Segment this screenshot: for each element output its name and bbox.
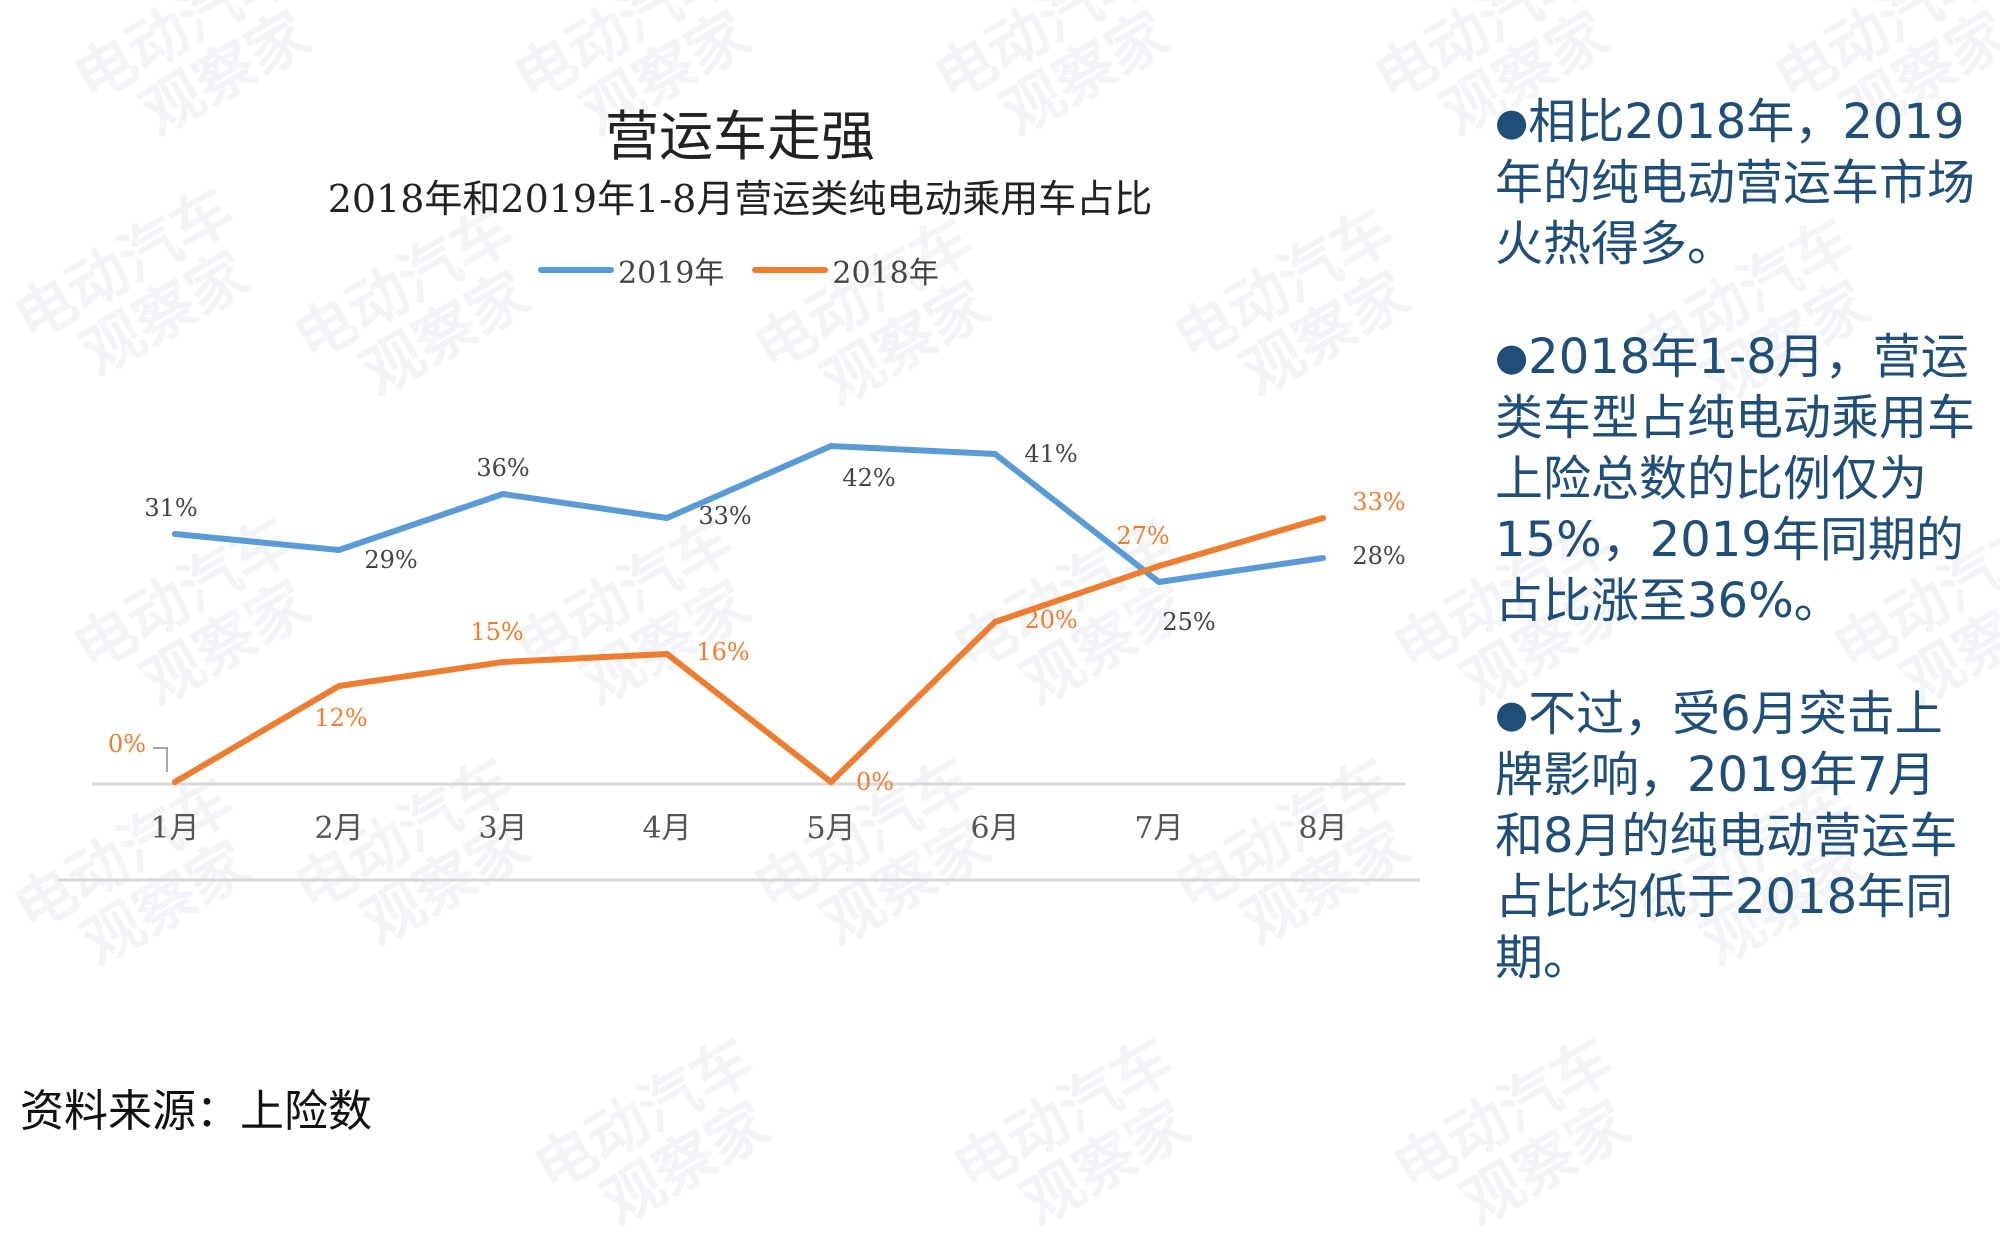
data-label: 28% xyxy=(1352,542,1405,570)
series-line-2018年 xyxy=(172,515,1326,785)
data-label: 0% xyxy=(108,730,146,758)
data-label: 36% xyxy=(476,454,529,482)
x-tick-label: 1月 xyxy=(150,811,199,846)
data-point xyxy=(500,491,506,497)
note-2: ●2018年1-8月，营运类车型占纯电动乘用车上险总数的比例仅为15%，2019… xyxy=(1495,327,1975,632)
data-label: 31% xyxy=(144,494,197,522)
data-label: 33% xyxy=(1352,488,1405,516)
legend-item-2018: 2018年 xyxy=(752,248,939,292)
data-label: 15% xyxy=(470,618,523,646)
data-point xyxy=(500,659,506,665)
data-point xyxy=(172,531,178,537)
data-label: 25% xyxy=(1162,608,1215,636)
legend-label-2018: 2018年 xyxy=(832,256,939,291)
legend-swatch-2018 xyxy=(752,267,829,273)
source-note: 资料来源：上险数 xyxy=(20,1086,372,1137)
chart-legend: 2019年 2018年 xyxy=(538,248,967,292)
legend-swatch-2019 xyxy=(538,267,614,273)
legend-label-2019: 2019年 xyxy=(618,256,725,291)
x-tick-label: 3月 xyxy=(478,811,527,846)
data-point xyxy=(1320,555,1326,561)
data-point xyxy=(828,443,834,449)
commentary-panel: ●相比2018年，2019年的纯电动营运车市场火热得多。 ●2018年1-8月，… xyxy=(1495,92,1975,1041)
data-label: 27% xyxy=(1116,522,1169,550)
legend-item-2019: 2019年 xyxy=(538,248,724,292)
x-tick-label: 6月 xyxy=(970,811,1019,846)
label-leader-line xyxy=(153,747,168,772)
x-tick-label: 2月 xyxy=(314,811,363,846)
note-3: ●不过，受6月突击上牌影响，2019年7月和8月的纯电动营运车占比均低于2018… xyxy=(1495,684,1975,989)
bullet-2: ● xyxy=(1495,335,1529,379)
note-3-text: 不过，受6月突击上牌影响，2019年7月和8月的纯电动营运车占比均低于2018年… xyxy=(1495,686,1958,986)
note-1-text: 相比2018年，2019年的纯电动营运车市场火热得多。 xyxy=(1495,94,1976,272)
data-label: 12% xyxy=(314,704,367,732)
bullet-1: ● xyxy=(1495,100,1529,144)
chart-title: 营运车走强 xyxy=(605,105,875,168)
data-label: 41% xyxy=(1024,440,1077,468)
bullet-3: ● xyxy=(1495,692,1529,736)
data-point xyxy=(1156,579,1162,585)
data-label: 42% xyxy=(842,464,895,492)
note-1: ●相比2018年，2019年的纯电动营运车市场火热得多。 xyxy=(1495,92,1975,275)
data-point xyxy=(664,515,670,521)
data-label: 29% xyxy=(364,546,417,574)
x-tick-label: 5月 xyxy=(806,811,855,846)
data-point xyxy=(1320,515,1326,521)
data-label: 16% xyxy=(696,638,749,666)
data-point xyxy=(1156,563,1162,569)
x-tick-label: 7月 xyxy=(1134,811,1183,846)
data-point xyxy=(336,683,342,689)
data-point xyxy=(828,779,834,785)
series-line-2019年 xyxy=(172,443,1326,585)
data-point xyxy=(992,619,998,625)
data-point xyxy=(664,651,670,657)
note-2-text: 2018年1-8月，营运类车型占纯电动乘用车上险总数的比例仅为15%，2019年… xyxy=(1495,329,1976,629)
data-point xyxy=(172,779,178,785)
data-label: 20% xyxy=(1024,606,1077,634)
x-tick-label: 4月 xyxy=(642,811,691,846)
line-chart-svg: 1月 2月 3月 4月 5月 6月 7月 8月 31% 29% 36% 33% 42% 41% 25% 28%… xyxy=(58,440,1420,882)
data-point xyxy=(336,547,342,553)
data-point xyxy=(992,451,998,457)
chart-subtitle: 2018年和2019年1-8月营运类纯电动乘用车占比 xyxy=(327,177,1153,221)
chart-panel: 营运车走强 2018年和2019年1-8月营运类纯电动乘用车占比 2019年 2… xyxy=(58,105,1420,882)
data-label: 33% xyxy=(698,502,751,530)
x-tick-label: 8月 xyxy=(1298,811,1347,846)
data-label: 0% xyxy=(856,768,894,796)
